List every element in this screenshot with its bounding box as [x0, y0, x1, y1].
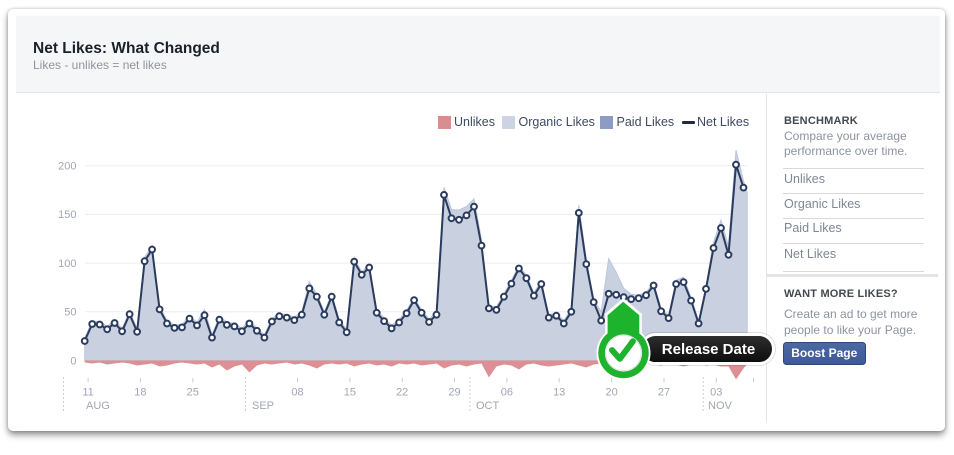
svg-text:50: 50: [64, 307, 76, 319]
svg-text:100: 100: [58, 258, 76, 270]
svg-text:200: 200: [58, 161, 76, 173]
svg-text:18: 18: [134, 387, 146, 399]
svg-text:11: 11: [82, 387, 93, 399]
svg-text:15: 15: [344, 387, 356, 399]
svg-text:NOV: NOV: [708, 400, 733, 412]
svg-text:03: 03: [710, 387, 722, 399]
svg-text:20: 20: [605, 387, 617, 399]
svg-text:22: 22: [396, 387, 408, 399]
svg-text:0: 0: [70, 355, 76, 367]
svg-text:AUG: AUG: [86, 400, 110, 412]
svg-text:06: 06: [501, 387, 513, 399]
svg-text:Release Date: Release Date: [662, 341, 755, 358]
svg-text:150: 150: [58, 209, 76, 221]
svg-text:27: 27: [658, 387, 670, 399]
svg-text:29: 29: [448, 387, 460, 399]
svg-text:SEP: SEP: [252, 400, 274, 412]
svg-text:08: 08: [291, 387, 303, 399]
svg-text:13: 13: [553, 387, 565, 399]
svg-text:OCT: OCT: [476, 400, 500, 412]
svg-text:25: 25: [187, 387, 199, 399]
